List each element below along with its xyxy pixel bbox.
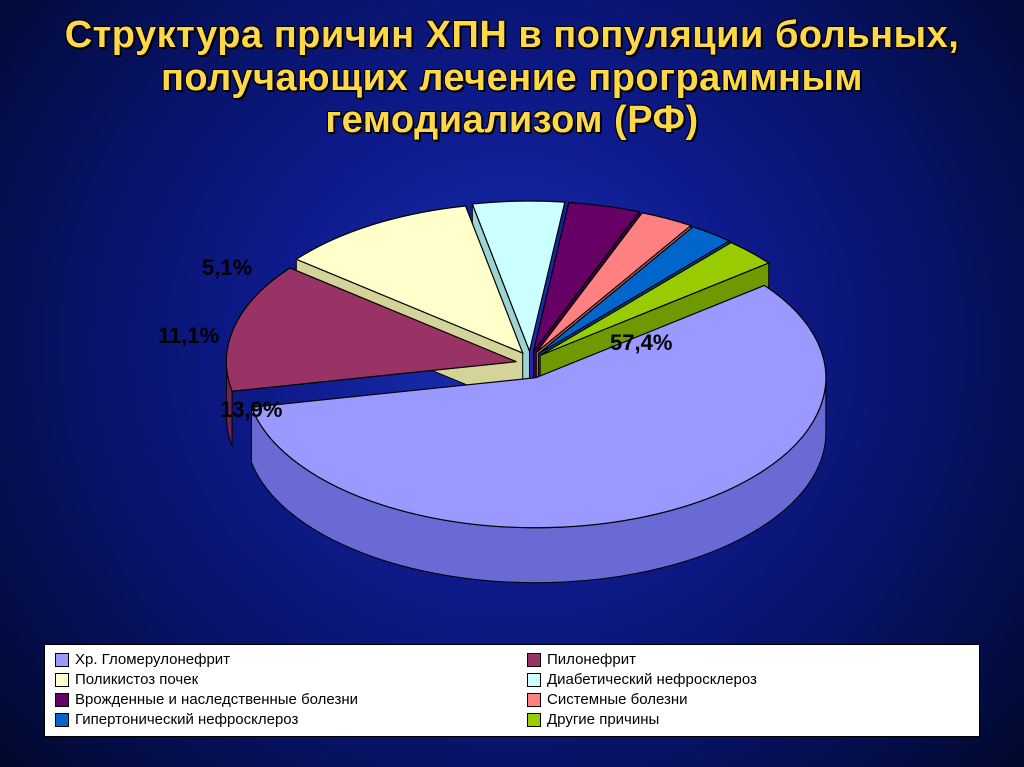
legend-label: Диабетический нефросклероз <box>547 671 757 688</box>
pie-data-label: 11,1% <box>158 323 219 349</box>
legend-swatch <box>527 693 541 707</box>
pie-data-label: 5,1% <box>202 255 252 281</box>
pie-data-label: 13,9% <box>220 397 282 423</box>
legend-label: Хр. Гломерулонефрит <box>75 651 230 668</box>
legend-swatch <box>55 653 69 667</box>
pie-chart-3d: 57,4% 13,9% 11,1% 5,1% <box>50 185 974 625</box>
chart-title: Структура причин ХПН в популяции больных… <box>40 14 984 142</box>
pie-svg <box>50 185 974 625</box>
legend-item: Пилонефрит <box>527 651 969 668</box>
legend-swatch <box>55 713 69 727</box>
legend-swatch <box>55 693 69 707</box>
pie-data-label: 57,4% <box>610 330 672 356</box>
legend-label: Поликистоз почек <box>75 671 198 688</box>
legend: Хр. Гломерулонефрит Пилонефрит Поликистоз … <box>44 644 980 737</box>
legend-label: Другие причины <box>547 711 659 728</box>
legend-swatch <box>527 653 541 667</box>
legend-swatch <box>527 673 541 687</box>
legend-item: Системные болезни <box>527 691 969 708</box>
legend-item: Хр. Гломерулонефрит <box>55 651 497 668</box>
legend-item: Поликистоз почек <box>55 671 497 688</box>
legend-label: Врожденные и наследственные болезни <box>75 691 358 708</box>
legend-item: Гипертонический нефросклероз <box>55 711 497 728</box>
legend-label: Пилонефрит <box>547 651 636 668</box>
legend-swatch <box>527 713 541 727</box>
legend-item: Диабетический нефросклероз <box>527 671 969 688</box>
legend-label: Гипертонический нефросклероз <box>75 711 298 728</box>
legend-swatch <box>55 673 69 687</box>
slide-root: Структура причин ХПН в популяции больных… <box>0 0 1024 767</box>
legend-label: Системные болезни <box>547 691 688 708</box>
legend-item: Другие причины <box>527 711 969 728</box>
legend-item: Врожденные и наследственные болезни <box>55 691 497 708</box>
